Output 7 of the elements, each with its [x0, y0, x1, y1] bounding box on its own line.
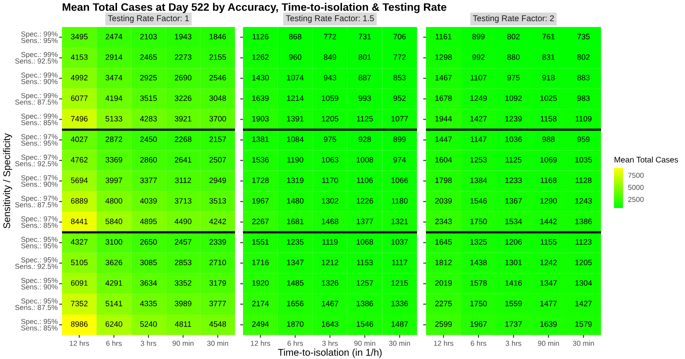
x-axis-title: Time-to-isolation (in 1/h) [278, 348, 382, 358]
y-axis-title: Sensitivity / Specificity [3, 133, 12, 228]
chart-subtitle: Testing Rate Factor: 1.5 [286, 15, 374, 23]
chart-subtitle: Testing Rate Factor: 1 [108, 15, 189, 23]
color-bar-title: Mean Total Cases [614, 156, 678, 163]
chart-title: Mean Total Cases at Day 522 by Accuracy, Time-to-isolation & Testing Rate [62, 2, 446, 14]
chart-subtitle: Testing Rate Factor: 2 [472, 15, 554, 23]
